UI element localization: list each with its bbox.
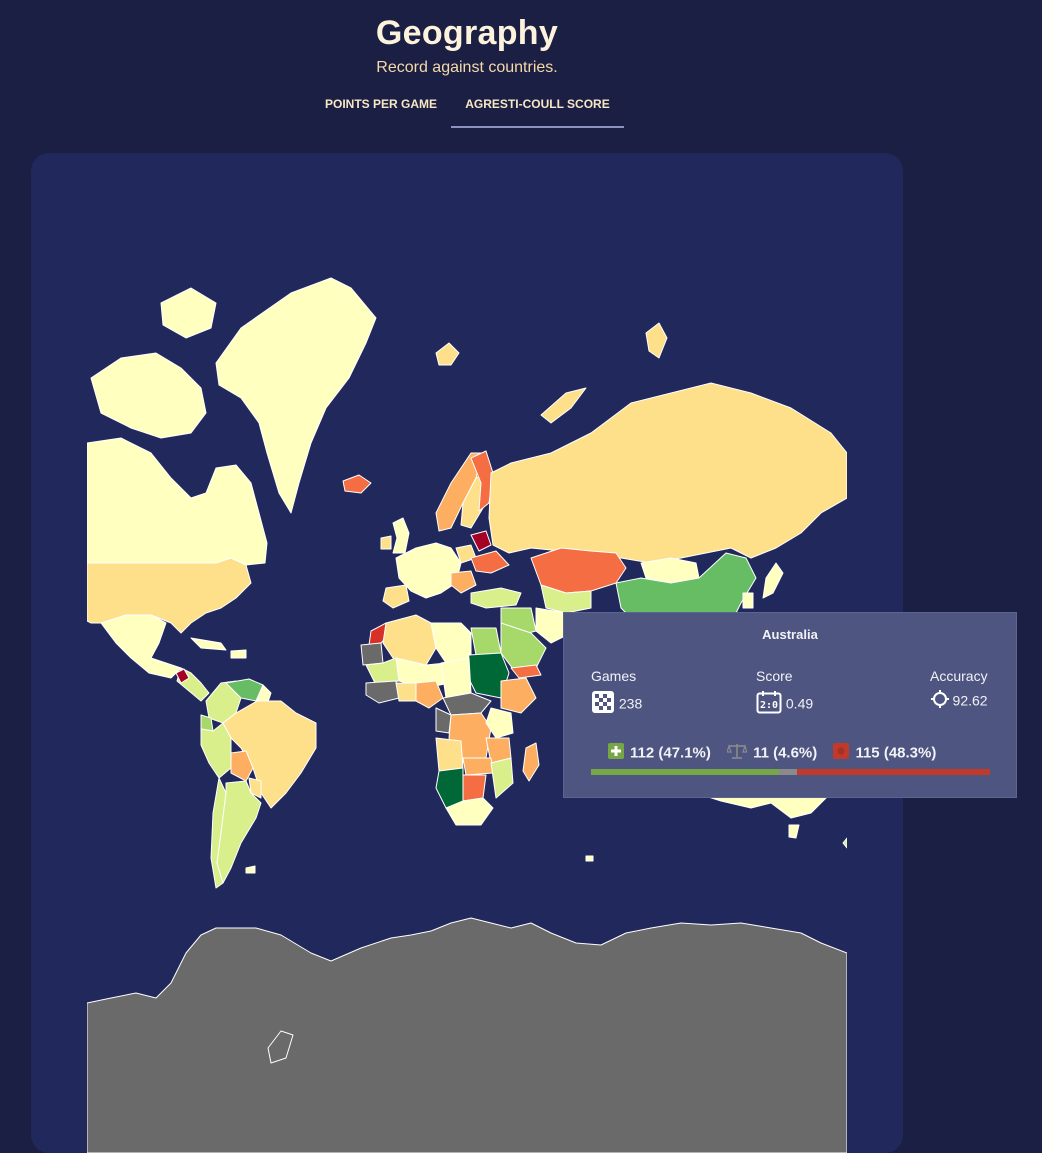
country-canada-islands-2[interactable] bbox=[160, 287, 217, 339]
wins-group: 112 (47.1%) bbox=[608, 743, 711, 763]
plus-square-icon bbox=[608, 743, 624, 763]
result-breakdown: 112 (47.1%) 11 (4.6%) 115 (48.3%) bbox=[608, 743, 948, 763]
accuracy-stat: Accuracy 92.62 bbox=[930, 668, 988, 711]
country-argentina[interactable] bbox=[216, 780, 262, 884]
win-bar-segment bbox=[591, 769, 779, 775]
draws-value: 11 (4.6%) bbox=[753, 744, 818, 762]
losses-group: 115 (48.3%) bbox=[833, 743, 936, 763]
country-small-island[interactable] bbox=[585, 855, 594, 862]
games-value: 238 bbox=[618, 695, 643, 712]
country-franz-josef[interactable] bbox=[645, 322, 668, 359]
crosshair-icon bbox=[930, 690, 949, 711]
country-falklands[interactable] bbox=[245, 865, 256, 874]
country-iceland[interactable] bbox=[342, 474, 372, 494]
tab-points-per-game[interactable]: POINTS PER GAME bbox=[324, 97, 437, 111]
country-paraguay[interactable] bbox=[248, 777, 262, 799]
tooltip-country-name: Australia bbox=[762, 627, 818, 642]
country-zambia[interactable] bbox=[462, 757, 494, 776]
country-tasmania[interactable] bbox=[788, 824, 800, 839]
country-west-sahara[interactable] bbox=[360, 642, 384, 666]
country-ireland[interactable] bbox=[380, 535, 392, 550]
country-kenya[interactable] bbox=[485, 707, 514, 739]
losses-value: 115 (48.3%) bbox=[855, 744, 937, 762]
country-novaya-zemlya[interactable] bbox=[540, 387, 587, 424]
country-antarctic-island[interactable] bbox=[267, 1030, 294, 1064]
country-spain[interactable] bbox=[382, 584, 410, 609]
metric-tabs: POINTS PER GAME AGRESTI-COULL SCORE bbox=[0, 88, 934, 128]
country-balkans[interactable] bbox=[450, 570, 477, 594]
country-mauritania[interactable] bbox=[365, 657, 400, 686]
country-ukraine[interactable] bbox=[470, 550, 510, 574]
country-botswana[interactable] bbox=[462, 774, 487, 802]
country-ethiopia[interactable] bbox=[500, 677, 537, 714]
country-greenland[interactable] bbox=[215, 277, 377, 514]
country-tooltip: Australia Games 238 Score 2:0 bbox=[563, 612, 1017, 798]
draws-group: 11 (4.6%) bbox=[726, 743, 818, 763]
chessboard-icon bbox=[591, 690, 615, 717]
country-russia[interactable] bbox=[488, 382, 847, 564]
country-gabon[interactable] bbox=[435, 707, 452, 734]
page-subtitle: Record against countries. bbox=[376, 59, 558, 76]
score-value: 0.49 bbox=[785, 695, 814, 712]
country-korea[interactable] bbox=[742, 592, 754, 609]
country-libya[interactable] bbox=[430, 622, 472, 664]
scale-icon bbox=[726, 743, 748, 763]
score-label: Score bbox=[756, 668, 793, 684]
country-ghana[interactable] bbox=[395, 682, 417, 702]
tab-agresti-coull-score[interactable]: AGRESTI-COULL SCORE bbox=[451, 88, 624, 128]
country-central-asia[interactable] bbox=[540, 584, 592, 614]
country-hispaniola[interactable] bbox=[230, 649, 247, 659]
country-south-africa[interactable] bbox=[445, 797, 494, 826]
country-madagascar[interactable] bbox=[522, 742, 540, 782]
page-title: Geography bbox=[375, 14, 559, 52]
country-west-africa[interactable] bbox=[365, 680, 400, 704]
country-angola[interactable] bbox=[435, 737, 464, 772]
country-canada-islands[interactable] bbox=[90, 352, 207, 439]
country-iran[interactable] bbox=[535, 607, 572, 644]
loss-icon bbox=[833, 743, 850, 763]
country-antarctica[interactable] bbox=[87, 917, 847, 1153]
games-stat: Games 238 bbox=[591, 668, 642, 717]
country-mexico[interactable] bbox=[100, 614, 182, 679]
wins-value: 112 (47.1%) bbox=[630, 744, 711, 762]
country-nicaragua[interactable] bbox=[175, 668, 190, 684]
country-canada[interactable] bbox=[87, 437, 268, 566]
country-turkey[interactable] bbox=[470, 587, 522, 609]
result-bar bbox=[591, 769, 990, 775]
country-brazil[interactable] bbox=[222, 700, 317, 809]
country-chad[interactable] bbox=[440, 657, 472, 699]
country-svalbard[interactable] bbox=[435, 342, 460, 366]
world-map[interactable] bbox=[31, 153, 903, 1153]
country-yemen[interactable] bbox=[510, 664, 542, 679]
country-peru[interactable] bbox=[200, 722, 232, 779]
accuracy-label: Accuracy bbox=[930, 668, 988, 684]
map-card bbox=[31, 153, 903, 1153]
draw-bar-segment bbox=[778, 769, 798, 775]
country-bolivia[interactable] bbox=[230, 750, 254, 782]
country-cuba[interactable] bbox=[190, 637, 227, 651]
svg-text:2:0: 2:0 bbox=[760, 700, 778, 711]
country-namibia[interactable] bbox=[435, 767, 464, 809]
loss-bar-segment bbox=[797, 769, 990, 775]
calendar-score-icon: 2:0 bbox=[756, 690, 782, 717]
country-cameroon-car[interactable] bbox=[442, 692, 492, 716]
score-stat: Score 2:0 0.49 bbox=[756, 668, 813, 717]
country-mozambique[interactable] bbox=[490, 757, 514, 799]
country-egypt[interactable] bbox=[470, 627, 502, 656]
country-japan[interactable] bbox=[762, 562, 784, 599]
accuracy-value: 92.62 bbox=[952, 692, 988, 709]
games-label: Games bbox=[591, 668, 637, 684]
country-belarus[interactable] bbox=[470, 530, 492, 552]
country-uk[interactable] bbox=[392, 517, 410, 554]
country-finland[interactable] bbox=[470, 450, 494, 512]
country-new-zealand[interactable] bbox=[842, 837, 847, 849]
